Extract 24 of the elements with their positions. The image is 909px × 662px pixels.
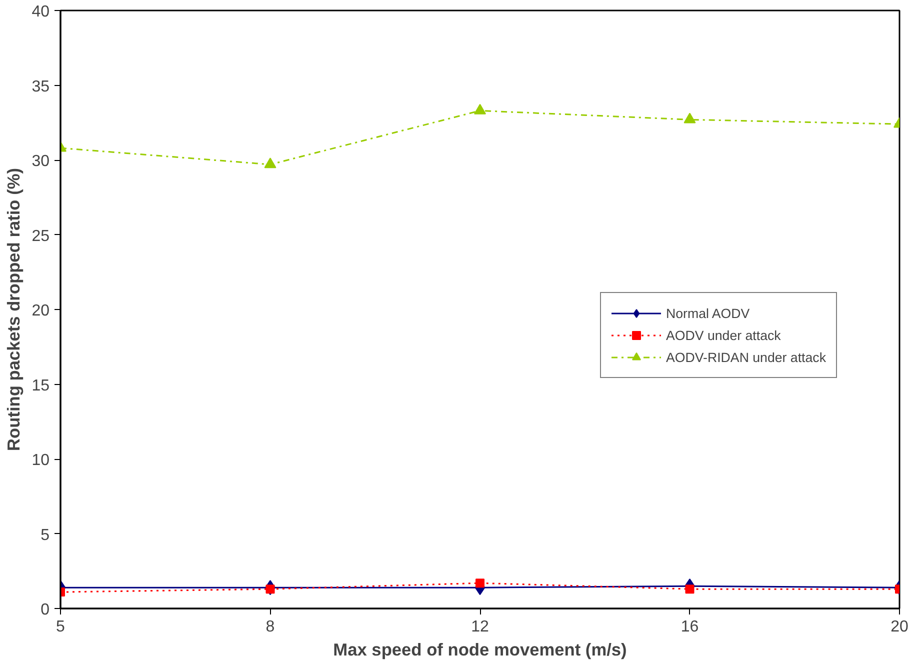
point: [264, 158, 276, 168]
point: [685, 584, 694, 594]
legend-label: AODV-RIDAN under attack: [666, 350, 826, 364]
x-tick-label: 16: [680, 618, 699, 636]
y-tick-label: 30: [32, 153, 50, 170]
point: [476, 578, 484, 588]
y-tick-label: 15: [32, 377, 50, 394]
y-tick-label: 10: [32, 452, 50, 469]
y-tick-label: 0: [40, 602, 50, 618]
x-axis-title: Max speed of node movement (m/s): [333, 640, 627, 660]
x-tick-label: 12: [471, 618, 489, 636]
x-tick-label: 20: [890, 618, 908, 636]
point: [684, 112, 696, 124]
point: [474, 104, 486, 114]
legend-label: AODV under attack: [666, 328, 781, 342]
y-tick-label: 5: [40, 526, 50, 544]
x-tick-label: 5: [56, 618, 66, 636]
y-axis-title: Routing packets dropped ratio (%): [4, 168, 24, 452]
y-tick-label: 35: [32, 78, 50, 96]
legend-label: Normal AODV: [666, 306, 750, 320]
y-tick-label: 20: [32, 302, 50, 320]
y-tick-label: 40: [32, 4, 50, 20]
y-tick-label: 25: [32, 228, 50, 245]
x-tick-label: 8: [266, 618, 275, 636]
